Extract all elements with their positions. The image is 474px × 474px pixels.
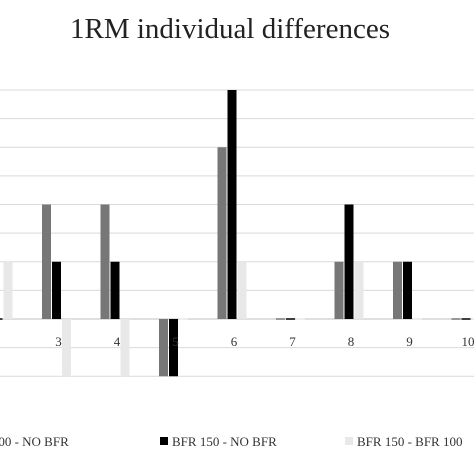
- bar-2-series-3: [3, 261, 13, 319]
- bar-8-series-2: [344, 204, 354, 319]
- category-label-7: 7: [289, 334, 296, 349]
- legend-swatch-3: [345, 437, 353, 445]
- bar-4-series-2: [110, 261, 120, 319]
- legend-swatch-2: [160, 437, 168, 445]
- bar-4-series-3: [120, 319, 130, 377]
- bar-8-series-1: [334, 261, 344, 319]
- bar-4-series-1: [100, 204, 110, 319]
- bar-9-series-2: [403, 261, 412, 319]
- legend: BFR 100 - NO BFR BFR 150 - NO BFR BFR 150 …: [0, 434, 462, 449]
- bar-7-series-2: [286, 318, 295, 320]
- category-label-3: 3: [55, 334, 62, 349]
- chart-title: 1RM individual differences: [70, 13, 390, 45]
- category-label-4: 4: [114, 334, 121, 349]
- bar-8-series-3: [354, 261, 364, 319]
- category-label-8: 8: [348, 334, 355, 349]
- category-labels: 3 4 5 6 7 8 9 10: [55, 334, 474, 349]
- bar-3-series-1: [42, 204, 51, 319]
- category-label-10: 10: [462, 334, 474, 349]
- gridlines: [0, 89, 474, 377]
- bar-2-series-2: [0, 318, 3, 320]
- bar-3-series-2: [52, 261, 61, 319]
- legend-label-2: BFR 150 - NO BFR: [172, 434, 277, 449]
- legend-label-3: BFR 150 - BFR 100: [357, 434, 462, 449]
- bar-10-series-1: [451, 318, 461, 320]
- bar-9-series-3: [413, 318, 422, 320]
- category-label-5: 5: [172, 334, 179, 349]
- bar-9-series-1: [393, 261, 402, 319]
- bar-7-series-3: [296, 318, 305, 320]
- bar-5-series-1: [159, 319, 168, 377]
- category-label-9: 9: [406, 334, 413, 349]
- bar-5-series-3: [179, 318, 188, 320]
- bar-5-series-2: [169, 319, 178, 377]
- bar-10-series-3: [471, 318, 474, 320]
- bar-10-series-2: [461, 318, 471, 320]
- bar-7-series-1: [276, 318, 285, 320]
- bar-6-series-3: [237, 261, 247, 319]
- bar-6-series-2: [227, 90, 237, 319]
- bar-3-series-3: [62, 319, 71, 377]
- category-label-6: 6: [231, 334, 238, 349]
- legend-label-1: BFR 100 - NO BFR: [0, 434, 69, 449]
- bars: [0, 90, 474, 377]
- bar-6-series-1: [217, 147, 227, 319]
